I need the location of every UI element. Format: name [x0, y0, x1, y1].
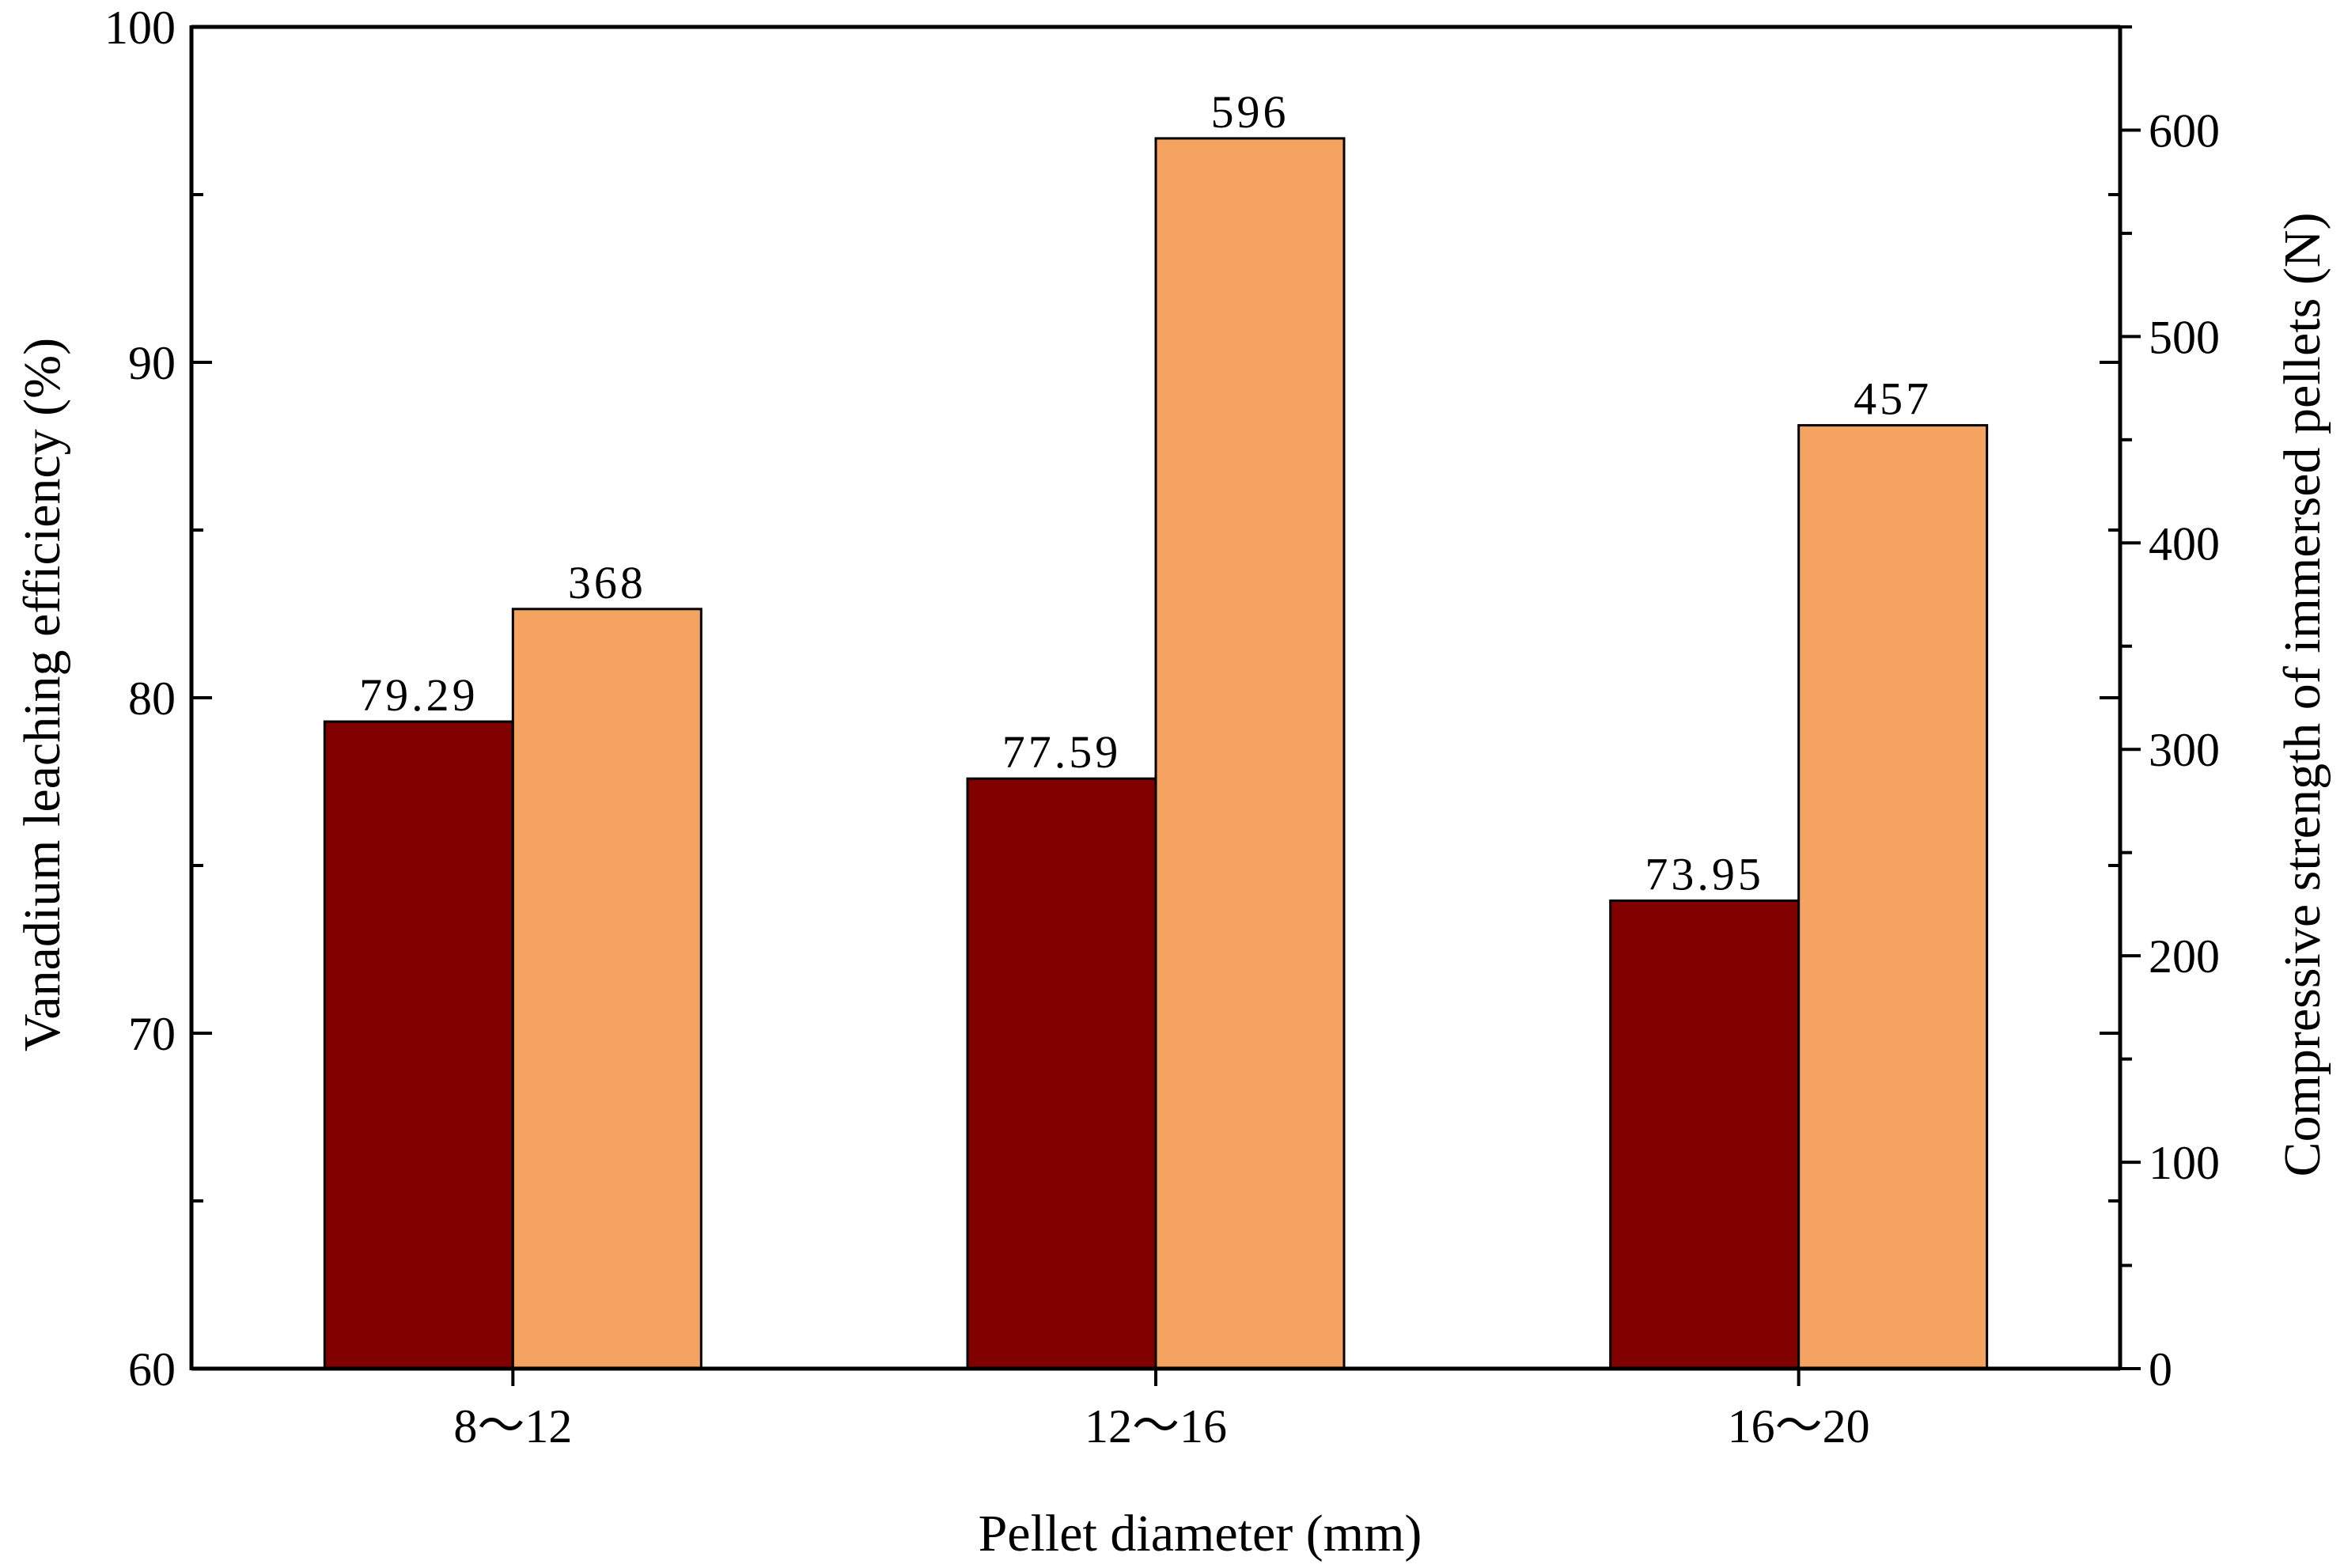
y-axis-left-title: Vanadium leaching efficiency (%) [13, 338, 71, 1051]
y-right-tick-label-500: 500 [2149, 311, 2220, 363]
y-right-tick-label-400: 400 [2149, 517, 2220, 570]
y-left-tick-label-80: 80 [128, 672, 176, 725]
data-label-strength-1: 596 [1211, 86, 1289, 138]
y-left-tick-label-70: 70 [128, 1008, 176, 1060]
x-tick-label-1: 12～16 [1085, 1400, 1227, 1452]
y-axis-right-title: Compressive strength of immersed pellets… [2274, 213, 2331, 1177]
x-axis-title: Pellet diameter (mm) [979, 1505, 1422, 1562]
y-right-tick-label-300: 300 [2149, 724, 2220, 776]
bars-layer [323, 137, 1989, 1370]
data-label-strength-2: 457 [1854, 373, 1932, 425]
y-right-tick-label-0: 0 [2149, 1343, 2172, 1396]
y-right-tick-label-100: 100 [2149, 1137, 2220, 1189]
x-tick-label-0: 8～12 [453, 1400, 572, 1452]
bar-strength-0 [511, 608, 702, 1370]
axes-layer: 8～12 12～16 16～20 60 70 80 90 100 0 100 200 300 400 50… [104, 2, 2220, 1452]
bar-strength-2 [1797, 424, 1989, 1370]
y-left-tick-label-90: 90 [128, 337, 176, 389]
bar-leaching-1 [966, 777, 1157, 1370]
data-labels-layer: 79.29 368 77.59 596 73.95 457 [359, 86, 1932, 900]
y-right-tick-label-200: 200 [2149, 930, 2220, 983]
y-right-tick-label-600: 600 [2149, 104, 2220, 157]
x-tick-label-2: 16～20 [1728, 1400, 1870, 1452]
y-left-tick-label-60: 60 [128, 1343, 176, 1396]
data-label-leaching-2: 73.95 [1645, 849, 1764, 900]
data-label-strength-0: 368 [568, 557, 646, 608]
data-label-leaching-1: 77.59 [1002, 726, 1122, 778]
data-label-leaching-0: 79.29 [359, 669, 479, 721]
bar-leaching-0 [323, 720, 514, 1370]
bar-strength-1 [1154, 137, 1346, 1370]
bar-leaching-2 [1609, 900, 1801, 1370]
y-left-tick-label-100: 100 [104, 2, 176, 54]
